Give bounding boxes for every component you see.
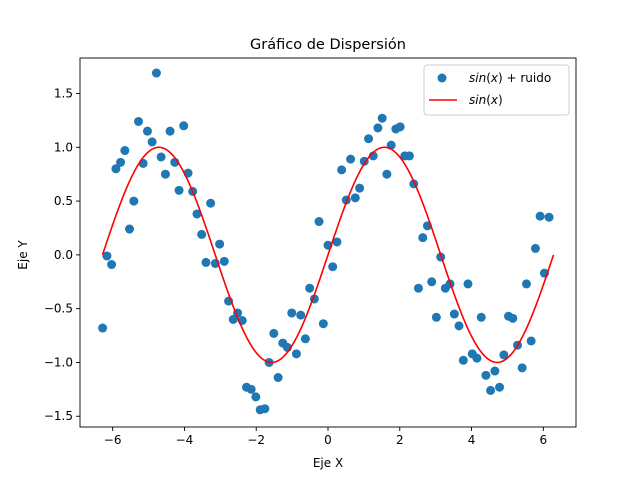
scatter-point <box>508 313 518 323</box>
y-tick-label: 0.5 <box>54 194 73 208</box>
scatter-point <box>332 237 342 247</box>
scatter-point <box>129 196 139 206</box>
scatter-point <box>138 158 148 168</box>
scatter-point <box>197 229 207 239</box>
scatter-point <box>165 126 175 136</box>
scatter-point <box>134 116 143 126</box>
scatter-point <box>382 169 392 179</box>
scatter-point <box>160 169 170 179</box>
x-tick-label: 0 <box>324 433 332 447</box>
x-tick-label: −6 <box>104 433 122 447</box>
scatter-point <box>499 350 509 360</box>
scatter-point <box>526 336 536 346</box>
scatter-point <box>201 257 211 267</box>
scatter-point <box>269 328 279 338</box>
sine-line <box>101 146 555 364</box>
legend-scatter-marker <box>437 73 447 83</box>
scatter-point <box>296 310 306 320</box>
x-tick-label: 4 <box>468 433 476 447</box>
scatter-point <box>521 279 531 289</box>
scatter-point <box>355 183 365 193</box>
scatter-point <box>151 68 161 78</box>
x-axis-label: Eje X <box>313 456 343 470</box>
scatter-point <box>413 283 423 293</box>
scatter-point <box>206 198 216 208</box>
scatter-point <box>472 353 482 363</box>
scatter-point <box>215 239 225 249</box>
scatter-point <box>328 262 338 272</box>
scatter-point <box>111 164 121 174</box>
scatter-point <box>179 121 189 131</box>
scatter-point <box>544 212 554 222</box>
scatter-point <box>107 260 117 270</box>
y-tick-label: 1.0 <box>54 140 73 154</box>
scatter-point <box>404 151 414 161</box>
scatter-point <box>260 404 270 414</box>
x-tick-label: −4 <box>176 433 194 447</box>
scatter-point <box>318 319 328 329</box>
x-tick-label: −2 <box>247 433 265 447</box>
scatter-point <box>377 113 387 123</box>
y-tick-label: −0.5 <box>44 302 73 316</box>
scatter-point <box>246 384 256 394</box>
scatter-point <box>102 251 112 261</box>
y-axis-label: Eje Y <box>16 240 30 270</box>
y-tick-label: −1.5 <box>44 409 73 423</box>
y-tick-label: 1.5 <box>54 87 73 101</box>
scatter-point <box>305 283 315 293</box>
scatter-point <box>350 193 360 203</box>
scatter-point <box>458 355 468 365</box>
scatter-point <box>174 185 184 195</box>
scatter-point <box>418 233 428 243</box>
scatter-point <box>495 382 505 392</box>
x-tick-label: 2 <box>396 433 404 447</box>
scatter-point <box>156 152 166 162</box>
scatter-point <box>147 137 157 147</box>
scatter-point <box>192 209 202 219</box>
scatter-point <box>219 256 229 266</box>
scatter-point <box>251 392 261 402</box>
scatter-point <box>337 165 347 175</box>
scatter-point <box>273 373 283 383</box>
scatter-point <box>125 224 135 234</box>
scatter-point <box>314 217 324 227</box>
scatter-point <box>481 370 491 380</box>
scatter-point <box>300 334 310 344</box>
axes: −6 −4 −2 0 2 4 6 −1.5 −1.0 −0.5 0.0 0.5 1.0 1.5 <box>44 57 577 447</box>
scatter-point <box>517 363 527 373</box>
scatter-point <box>463 279 473 289</box>
scatter-point <box>535 211 545 221</box>
plot-area <box>98 68 555 415</box>
scatter-point <box>291 349 301 359</box>
legend: sin(x) + ruido sin(x) <box>423 64 570 116</box>
scatter-point <box>486 385 496 395</box>
scatter-point <box>476 312 486 322</box>
scatter-point <box>373 123 383 133</box>
scatter-point <box>116 157 126 167</box>
chart-title: Gráfico de Dispersión <box>250 37 406 53</box>
scatter-point <box>431 312 441 322</box>
y-tick-label: 0.0 <box>54 248 73 262</box>
scatter-point <box>454 321 464 331</box>
legend-line-label: sin(x) <box>469 93 503 107</box>
scatter-point <box>120 146 130 156</box>
scatter-point <box>490 366 500 376</box>
scatter-point <box>449 309 459 319</box>
scatter-point <box>395 122 405 132</box>
scatter-point <box>530 243 540 253</box>
scatter-point <box>142 126 152 136</box>
legend-scatter-label: sin(x) + ruido <box>469 71 551 85</box>
scatter-point <box>98 323 108 333</box>
scatter-point <box>228 314 238 324</box>
scatter-point <box>364 134 374 144</box>
x-tick-label: 6 <box>540 433 548 447</box>
scatter-point <box>427 277 437 287</box>
y-tick-label: −1.0 <box>44 355 73 369</box>
legend-box <box>423 64 570 116</box>
scatter-point <box>287 308 297 318</box>
scatter-point <box>346 154 356 164</box>
